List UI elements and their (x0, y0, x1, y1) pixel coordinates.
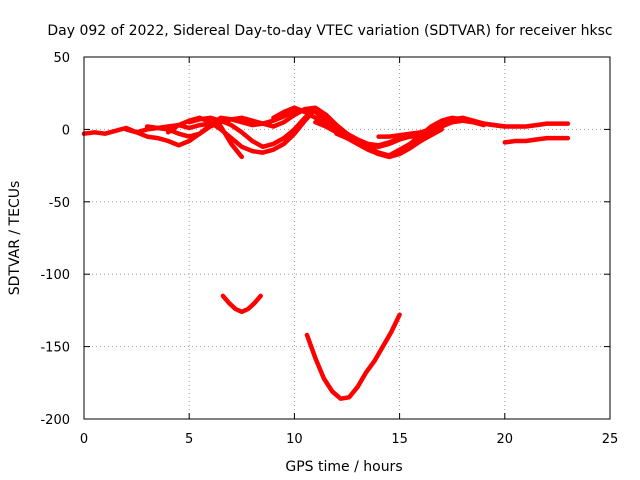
y-tick-label: 50 (53, 51, 70, 66)
y-axis-ticks: 50 0 -50 -100 -150 -200 (40, 51, 610, 428)
y-tick-label: -50 (49, 196, 70, 211)
series-line-arc-12 (502, 135, 571, 145)
y-axis-label: SDTVAR / TECUs (7, 181, 23, 296)
x-tick-label: 20 (497, 432, 514, 447)
series-group (81, 105, 571, 401)
grid (84, 57, 610, 419)
plot-frame (83, 56, 611, 420)
x-tick-label: 10 (286, 432, 303, 447)
x-tick-label: 25 (602, 432, 619, 447)
y-tick-label: 0 (62, 123, 70, 138)
y-tick-label: -200 (40, 413, 70, 428)
x-tick-label: 0 (80, 432, 88, 447)
x-tick-label: 5 (185, 432, 193, 447)
series-line-arc-14 (304, 312, 402, 401)
y-tick-label: -150 (40, 341, 70, 356)
series-line-arc-13 (220, 293, 263, 315)
x-axis-ticks: 0 5 10 15 20 25 (80, 57, 618, 447)
series-line-arc-11 (376, 118, 571, 139)
x-axis-label: GPS time / hours (285, 459, 402, 475)
y-tick-label: -100 (40, 268, 70, 283)
chart-title: Day 092 of 2022, Sidereal Day-to-day VTE… (47, 23, 612, 39)
x-tick-label: 15 (391, 432, 408, 447)
